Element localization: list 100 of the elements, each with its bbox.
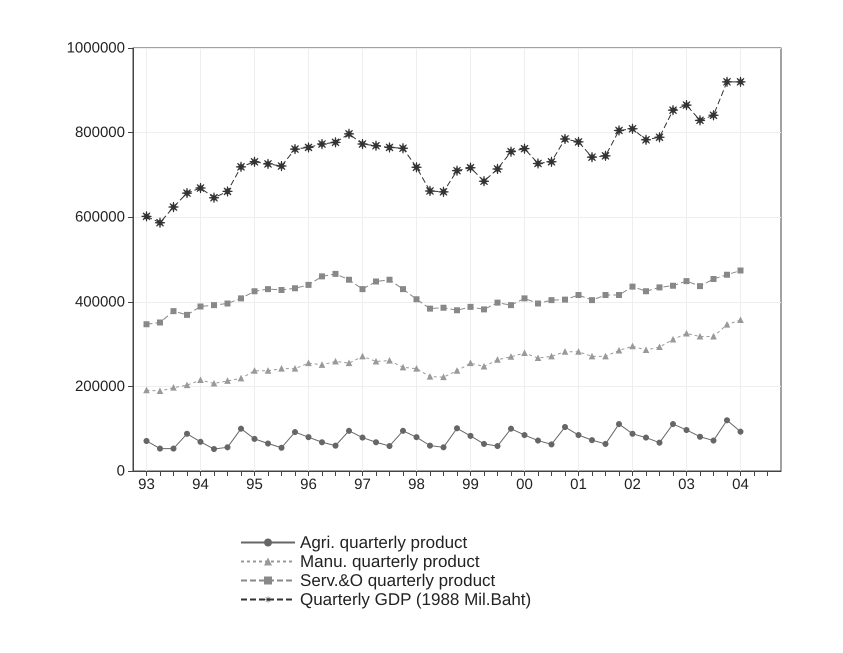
point	[236, 161, 246, 172]
point	[211, 380, 217, 386]
point	[144, 321, 150, 328]
point	[548, 297, 554, 304]
x-tick-label: 93	[138, 476, 155, 493]
point	[332, 358, 338, 364]
point	[468, 304, 474, 310]
point	[589, 437, 595, 444]
point	[222, 186, 233, 197]
point	[411, 162, 422, 173]
point	[454, 425, 460, 432]
point	[198, 303, 204, 310]
point	[141, 210, 152, 222]
point	[576, 348, 582, 355]
x-tick-label: 99	[462, 476, 479, 493]
point	[170, 384, 176, 391]
point	[586, 152, 598, 163]
point	[370, 140, 382, 152]
x-tick-label: 95	[246, 476, 263, 493]
point	[576, 432, 582, 438]
point	[724, 272, 730, 278]
point	[614, 124, 624, 136]
point	[292, 366, 298, 372]
point	[157, 320, 163, 326]
point	[357, 138, 368, 150]
point	[224, 444, 230, 450]
point	[684, 426, 690, 433]
point	[319, 362, 325, 368]
point	[157, 388, 163, 394]
point	[681, 100, 692, 111]
point	[508, 426, 514, 432]
point	[292, 429, 298, 436]
point	[738, 316, 744, 323]
point	[427, 306, 433, 312]
point	[290, 144, 300, 155]
point	[278, 444, 284, 451]
point	[438, 186, 449, 198]
x-tick-label: 96	[300, 476, 317, 493]
point	[452, 165, 462, 176]
point	[654, 132, 665, 143]
point	[697, 283, 703, 290]
point	[238, 295, 244, 302]
point	[643, 347, 649, 354]
y-tick-label: 400000	[74, 293, 125, 310]
point	[468, 432, 474, 439]
point	[697, 333, 703, 340]
point	[319, 439, 325, 446]
point	[602, 292, 608, 298]
point	[238, 426, 244, 432]
point	[670, 421, 676, 428]
point	[262, 158, 274, 170]
point	[710, 438, 716, 444]
point	[427, 374, 433, 380]
legend-label: Manu. quarterly product	[300, 552, 480, 571]
point	[724, 322, 730, 328]
point	[602, 353, 608, 360]
point	[398, 142, 408, 154]
point	[170, 446, 176, 452]
point	[494, 300, 500, 306]
point	[224, 300, 230, 306]
point	[576, 292, 582, 298]
point	[735, 76, 746, 88]
point	[630, 343, 636, 350]
point	[440, 304, 446, 311]
x-tick-label: 01	[570, 476, 587, 493]
point	[616, 347, 622, 354]
point	[154, 217, 166, 228]
point	[224, 378, 230, 384]
point	[208, 192, 220, 204]
point	[198, 377, 204, 384]
point	[573, 136, 584, 148]
point	[562, 296, 568, 303]
point	[265, 286, 271, 292]
point	[562, 348, 568, 355]
point	[144, 438, 150, 444]
point	[427, 442, 433, 449]
point	[144, 387, 150, 394]
point	[276, 160, 287, 172]
point	[198, 438, 204, 445]
point	[708, 110, 719, 121]
point	[344, 128, 354, 140]
point	[494, 443, 500, 450]
point	[278, 366, 284, 372]
point	[481, 440, 487, 447]
point	[319, 273, 325, 280]
point	[440, 444, 446, 450]
point	[306, 434, 312, 440]
point	[384, 142, 395, 153]
point	[535, 355, 541, 362]
point	[386, 358, 392, 364]
point	[738, 268, 744, 274]
point	[157, 446, 163, 452]
point	[684, 330, 690, 337]
point	[346, 360, 352, 366]
point	[600, 150, 611, 162]
point	[414, 296, 420, 302]
point	[643, 288, 649, 294]
point	[330, 136, 341, 148]
point	[306, 282, 312, 288]
y-tick-label: 0	[116, 462, 125, 480]
